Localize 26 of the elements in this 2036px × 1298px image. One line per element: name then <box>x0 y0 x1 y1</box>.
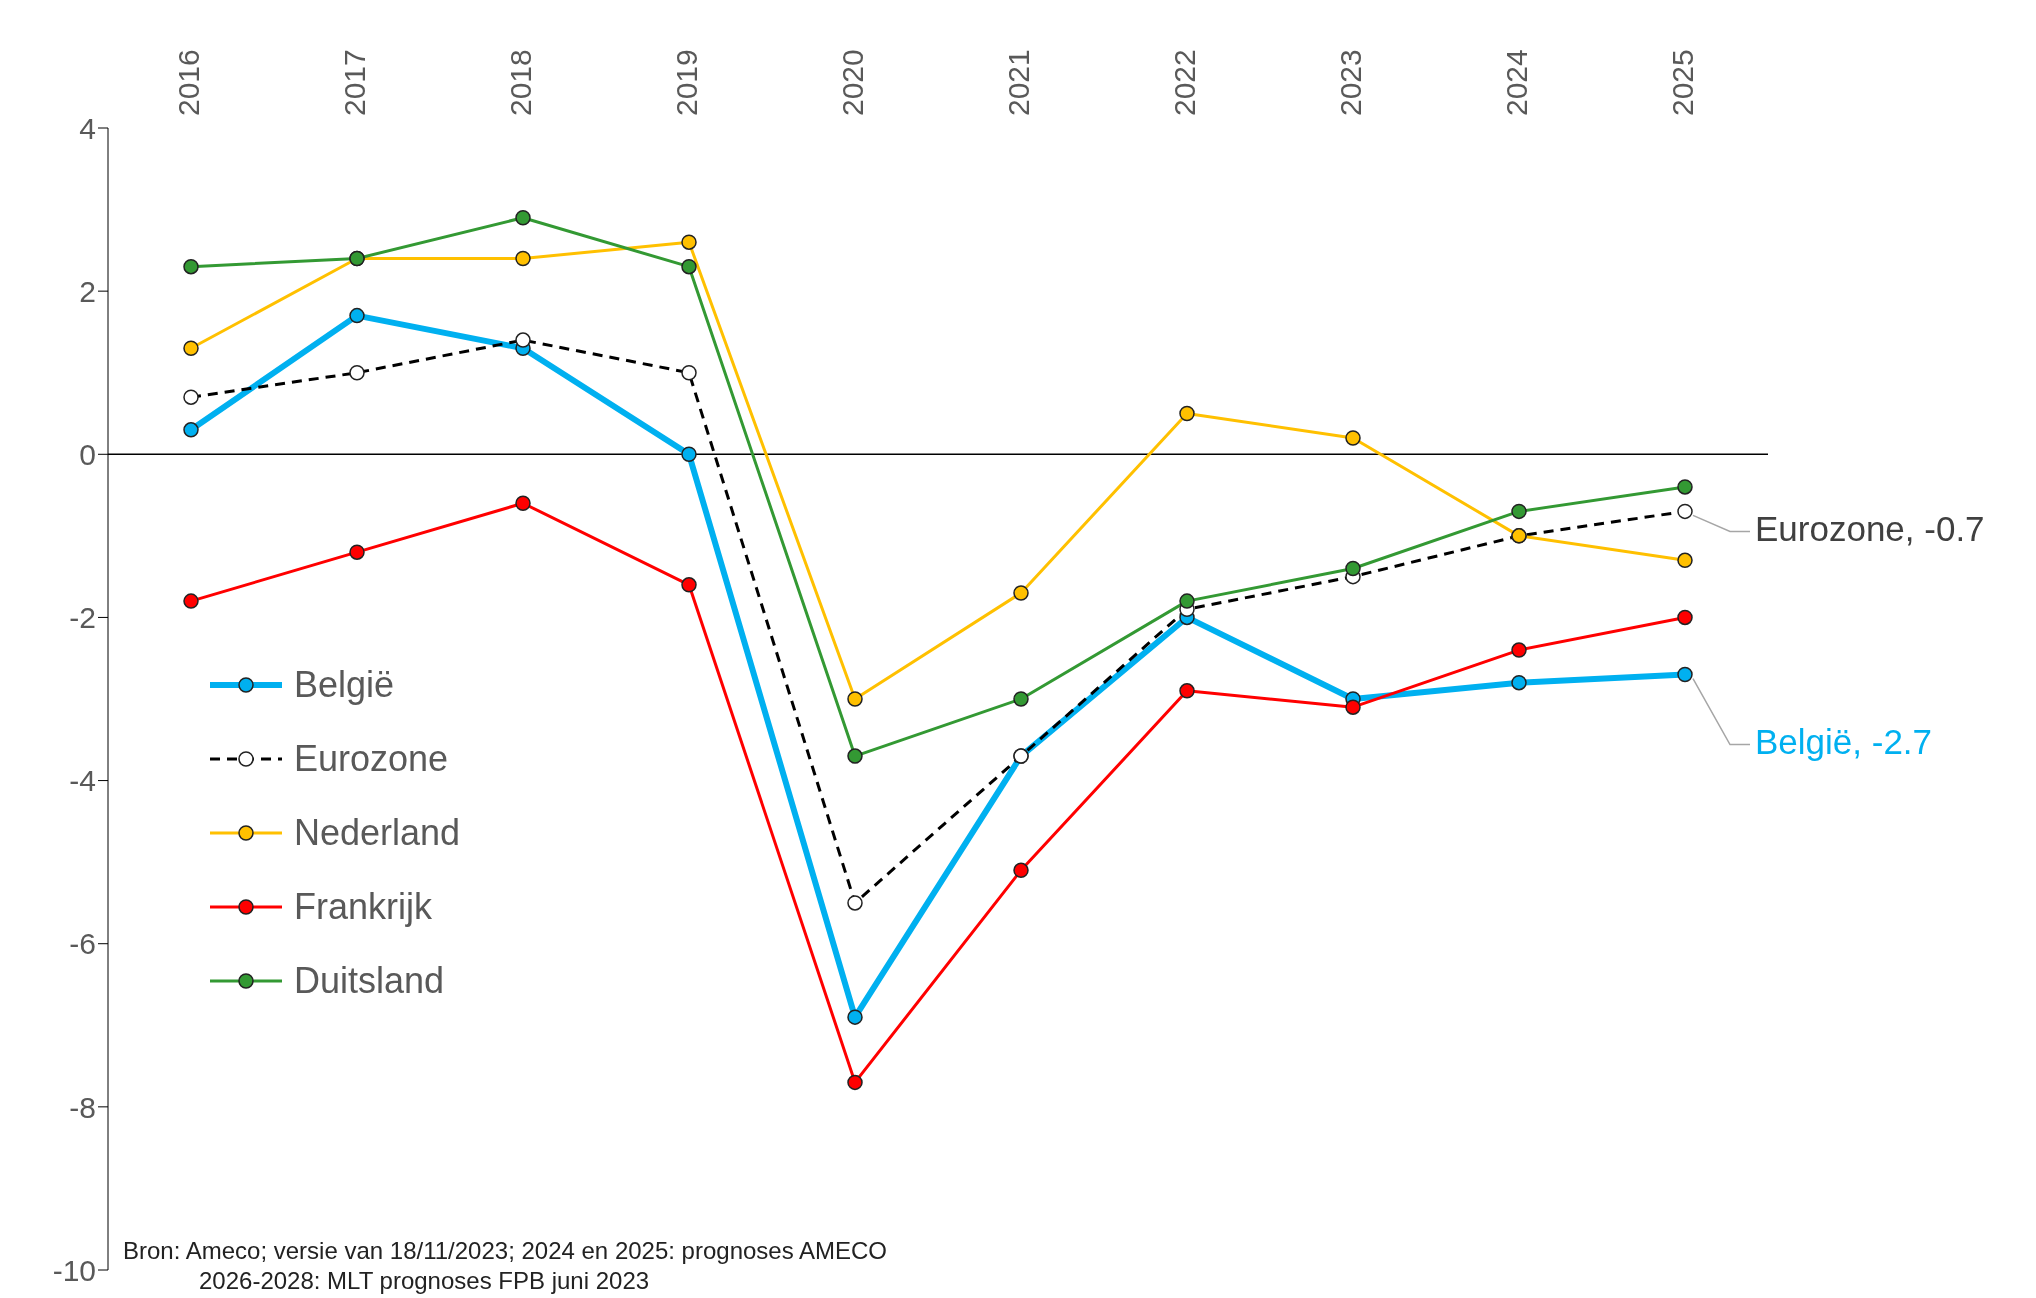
x-tick-label: 2021 <box>1001 49 1035 116</box>
annotation: Eurozone, -0.7 <box>1755 508 1985 548</box>
y-tick-label: 2 <box>79 274 96 308</box>
legend-label: België <box>294 664 395 706</box>
y-tick-label: 0 <box>79 437 96 471</box>
legend-label: Duitsland <box>294 960 445 1002</box>
annotation: België, -2.7 <box>1755 721 1933 761</box>
legend-label: Eurozone <box>294 738 449 780</box>
x-tick-label: 2016 <box>171 49 205 116</box>
x-tick-label: 2020 <box>835 49 869 116</box>
x-tick-label: 2017 <box>337 49 371 116</box>
y-tick-label: -4 <box>69 764 96 798</box>
x-tick-label: 2019 <box>669 49 703 116</box>
x-tick-label: 2025 <box>1665 49 1699 116</box>
x-tick-label: 2018 <box>503 49 537 116</box>
annotation: Bron: Ameco; versie van 18/11/2023; 2024 en 2025: prognoses AMECO 2026-2028: MLT prognoses FPB juni 2023 <box>123 1236 888 1296</box>
y-tick-label: -10 <box>52 1253 96 1287</box>
x-tick-label: 2024 <box>1499 49 1533 116</box>
y-tick-label: -6 <box>69 927 96 961</box>
legend-label: Nederland <box>294 812 461 854</box>
x-tick-label: 2022 <box>1167 49 1201 116</box>
y-tick-label: -2 <box>69 601 96 635</box>
y-tick-label: -8 <box>69 1090 96 1124</box>
x-tick-label: 2023 <box>1333 49 1367 116</box>
legend-label: Frankrijk <box>294 886 433 928</box>
y-tick-label: 4 <box>79 111 96 145</box>
